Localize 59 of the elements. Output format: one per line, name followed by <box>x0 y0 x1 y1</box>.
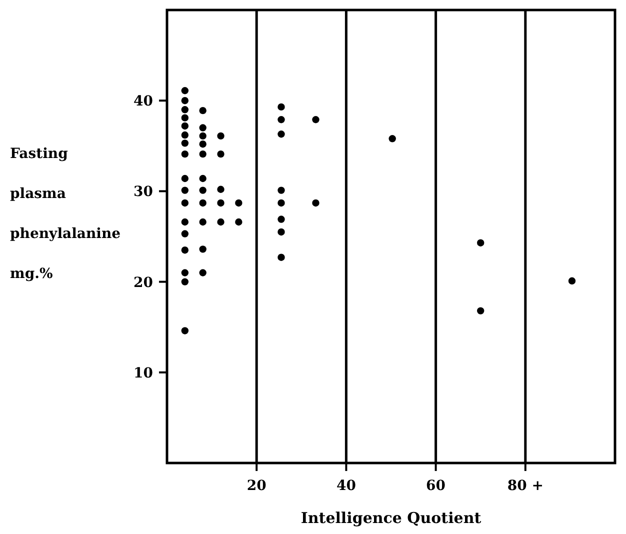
x-tick-label: 60 <box>426 478 446 494</box>
point <box>199 246 206 253</box>
point <box>181 106 189 114</box>
point <box>312 116 320 124</box>
point <box>181 150 189 158</box>
y-tick-label: 10 <box>134 365 154 382</box>
point <box>199 199 206 207</box>
point <box>199 269 206 276</box>
point <box>312 199 320 207</box>
point <box>477 239 484 246</box>
point <box>278 130 285 138</box>
point <box>199 186 206 194</box>
point <box>199 174 206 182</box>
point <box>199 140 206 148</box>
point <box>199 150 206 158</box>
x-tick-label: 20 <box>246 478 267 494</box>
y-tick-label: 20 <box>134 274 154 291</box>
x-tick-label: 40 <box>336 478 356 494</box>
point <box>278 116 285 124</box>
point <box>181 278 189 286</box>
point <box>181 114 189 122</box>
point <box>181 174 189 182</box>
text: Fasting plasma phenylalanine mg.% <box>10 146 121 282</box>
point <box>199 218 206 226</box>
point <box>181 186 189 194</box>
point <box>278 254 285 261</box>
point <box>217 132 224 140</box>
point <box>477 307 484 314</box>
point <box>278 216 285 223</box>
point <box>181 140 189 147</box>
y-tick-label: 40 <box>134 94 154 110</box>
point <box>278 103 285 111</box>
point <box>181 269 189 276</box>
point <box>181 199 189 207</box>
point <box>388 135 396 142</box>
point <box>181 97 189 104</box>
x-tick-label: 80 + <box>507 478 544 494</box>
y-tick-label: 30 <box>134 184 154 200</box>
point <box>217 218 224 226</box>
point <box>181 246 189 254</box>
point <box>278 186 285 194</box>
point <box>181 230 189 238</box>
point <box>199 106 206 114</box>
point <box>199 132 206 140</box>
point <box>199 124 206 132</box>
point <box>235 218 242 226</box>
point <box>181 218 189 226</box>
x-axis-title: Intelligence Quotient <box>300 509 482 527</box>
point <box>278 199 285 207</box>
point <box>181 122 189 130</box>
point <box>235 199 242 207</box>
point <box>181 87 189 94</box>
point <box>568 277 576 284</box>
point <box>217 150 224 158</box>
point <box>217 199 224 207</box>
point <box>217 186 224 193</box>
point <box>278 228 285 236</box>
point <box>181 131 189 139</box>
point <box>181 327 189 334</box>
